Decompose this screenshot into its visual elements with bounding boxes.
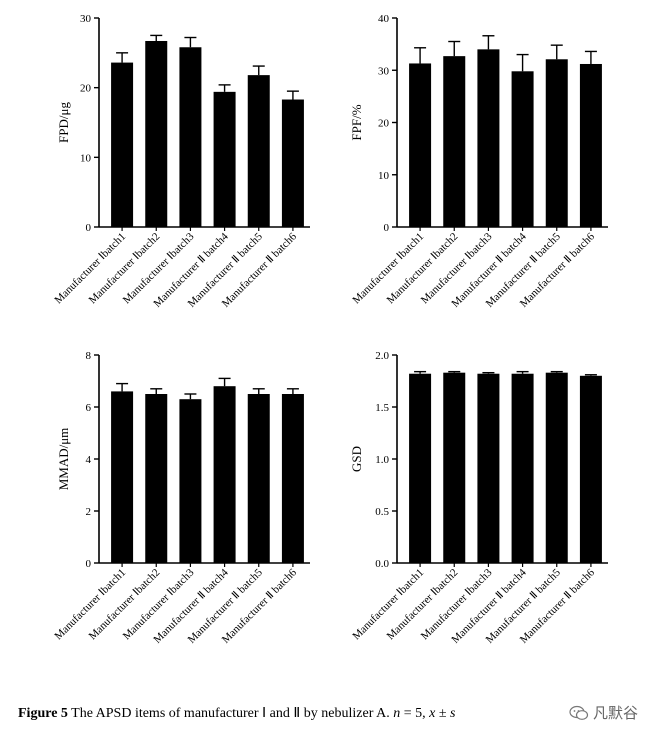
bar: [409, 63, 432, 227]
y-tick-label: 4: [86, 454, 92, 466]
y-tick-label: 10: [80, 152, 92, 164]
y-tick-label: 0.5: [375, 506, 389, 518]
y-tick-label: 8: [86, 350, 92, 362]
y-axis-title: MMAD/μm: [56, 428, 71, 491]
y-tick-label: 2: [86, 506, 92, 518]
caption-eq: = 5,: [400, 706, 430, 721]
y-tick-label: 6: [86, 402, 92, 414]
y-tick-label: 1.5: [375, 402, 389, 414]
bar: [179, 47, 202, 228]
bar: [545, 372, 568, 563]
y-tick-label: 30: [378, 65, 390, 77]
y-tick-label: 0: [86, 558, 92, 570]
caption-text: The APSD items of manufacturer Ⅰ and Ⅱ b…: [67, 706, 394, 721]
bar: [443, 372, 466, 563]
y-tick-label: 2.0: [375, 350, 389, 362]
bar: [477, 49, 500, 227]
y-tick-label: 0: [86, 222, 92, 234]
bar: [145, 394, 168, 563]
caption-row: Figure 5 The APSD items of manufacturer …: [18, 702, 648, 726]
y-tick-label: 1.0: [375, 454, 389, 466]
y-tick-label: 10: [378, 170, 390, 182]
y-axis-title: GSD: [349, 446, 364, 472]
y-axis-title: FPF/%: [349, 104, 364, 140]
caption-n: n: [393, 706, 401, 721]
bar: [511, 373, 534, 563]
caption-pm: ±: [435, 706, 451, 721]
bar: [111, 391, 134, 563]
bar: [511, 71, 534, 227]
wechat-icon: [569, 705, 589, 720]
y-tick-label: 30: [80, 13, 92, 25]
y-tick-label: 40: [378, 13, 390, 25]
bar: [247, 394, 270, 563]
bar: [443, 56, 466, 227]
y-tick-label: 20: [378, 118, 390, 130]
caption-mean: x: [429, 706, 436, 721]
y-tick-label: 0.0: [375, 558, 389, 570]
watermark: 凡默谷: [569, 702, 638, 723]
bar: [579, 63, 602, 228]
figure-caption: Figure 5 The APSD items of manufacturer …: [18, 705, 455, 722]
bar: [579, 375, 602, 563]
bar: [213, 91, 236, 227]
bar: [247, 75, 270, 227]
y-tick-label: 0: [384, 222, 390, 234]
y-tick-label: 20: [80, 83, 92, 95]
caption-label: Figure 5: [18, 706, 68, 721]
y-axis-title: FPD/μg: [56, 102, 71, 143]
bar: [477, 373, 500, 563]
bar: [213, 386, 236, 563]
bar: [111, 62, 134, 227]
bar: [281, 394, 304, 563]
bar: [145, 40, 168, 227]
watermark-text: 凡默谷: [592, 704, 638, 722]
bar: [545, 59, 568, 228]
bar: [281, 99, 304, 227]
bar: [409, 373, 432, 563]
caption-sd: s: [450, 706, 456, 721]
bar: [179, 399, 202, 563]
